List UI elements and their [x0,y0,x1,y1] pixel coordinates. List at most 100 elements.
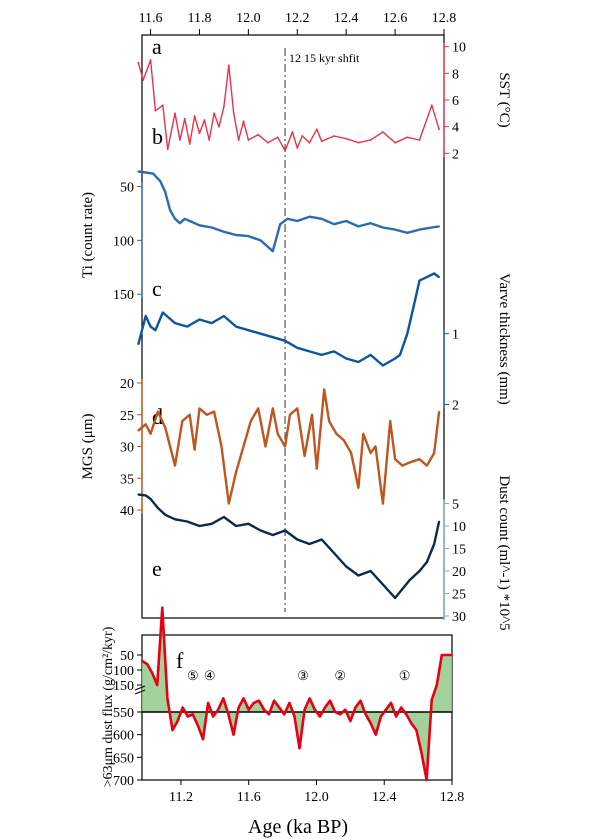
data-point [426,464,428,467]
data-point [186,325,189,328]
axis-break-mark [134,685,146,691]
y-tick-label: 50 [120,181,134,196]
y-tick-label: 700 [113,774,134,789]
data-point [174,217,176,220]
data-point [174,518,176,521]
data-point [418,139,421,141]
data-point [284,529,286,532]
y-tick-label: 2 [452,147,459,162]
data-point [179,139,181,141]
data-point [357,486,360,489]
x-tick-label: 11.6 [237,790,261,805]
data-point [288,701,291,704]
data-point [354,706,357,709]
data-point [161,311,164,314]
data-point [198,318,201,321]
y-tick-label: 20 [452,565,466,580]
data-point [271,250,274,253]
data-point [320,217,323,220]
data-point [415,729,418,732]
data-point [296,407,299,410]
data-point [137,493,140,496]
y-tick-label: 6 [452,94,459,109]
data-point [435,684,438,686]
data-point [395,715,398,718]
data-point [328,420,330,422]
data-point [382,364,384,367]
data-point [394,597,396,599]
data-point [301,135,304,137]
data-point [268,713,270,716]
data-point [364,713,367,716]
series-line [137,272,440,367]
data-point [198,224,201,227]
data-point [223,105,225,108]
data-point [183,117,186,120]
data-point [382,583,384,586]
data-point [279,223,282,226]
data-point [247,708,250,711]
y-tick-label: 20 [120,377,134,392]
data-point [213,410,216,413]
data-point [202,738,204,741]
data-point [151,672,154,674]
y-tick-label: 15 [452,543,466,558]
data-point [276,432,279,435]
data-point [156,684,159,686]
data-point [249,420,252,422]
data-point [247,235,250,238]
series-line [138,493,441,600]
panel-letter-b: b [152,124,163,149]
data-point [445,654,448,656]
data-point [289,413,291,416]
panel-letter-a: a [152,34,162,59]
data-point [137,429,140,432]
data-point [296,346,299,349]
data-point [137,61,140,64]
data-point [408,579,411,581]
data-point [362,432,365,435]
data-point [218,125,220,128]
data-point [303,455,306,457]
data-point [161,104,164,107]
data-point [235,325,238,328]
x-tick-label: 12.4 [372,790,397,805]
top-tick-label: 11.8 [187,11,211,26]
data-point [284,339,286,342]
y-tick-label: 150 [113,679,134,694]
data-point [188,143,191,145]
top-tick-label: 11.6 [139,11,163,26]
top-tick-label: 12.6 [383,11,408,26]
data-point [271,336,274,339]
y-tick-label: 10 [452,520,466,535]
data-point [223,230,225,233]
y-axis-label: SST (°C) [496,72,512,127]
data-point [144,171,147,174]
data-point [345,357,348,360]
top-age-axis: 11.6 11.8 12.0 12.2 12.4 12.6 12.8 [139,11,456,35]
data-point [188,413,191,416]
data-point [433,452,436,454]
data-point [259,332,262,335]
data-point [315,128,318,131]
x-tick-label: 12.8 [440,790,465,805]
data-point [433,543,436,545]
data-point [313,708,316,711]
data-point [324,706,326,709]
data-point [430,699,433,701]
data-point [174,322,176,324]
data-point [137,170,140,173]
data-point [410,722,413,725]
series-line [141,606,452,782]
data-point [291,131,294,133]
top-tick-label: 12.0 [236,11,261,26]
y-tick-label: 650 [113,751,134,766]
data-point [196,724,199,727]
y-tick-label: 550 [113,706,134,721]
data-point [273,699,276,702]
data-point [357,574,360,577]
y-tick-label: 10 [452,41,466,56]
data-point [149,432,152,435]
data-point [323,388,326,391]
y-axis-label: Ti (count rate) [80,192,96,278]
